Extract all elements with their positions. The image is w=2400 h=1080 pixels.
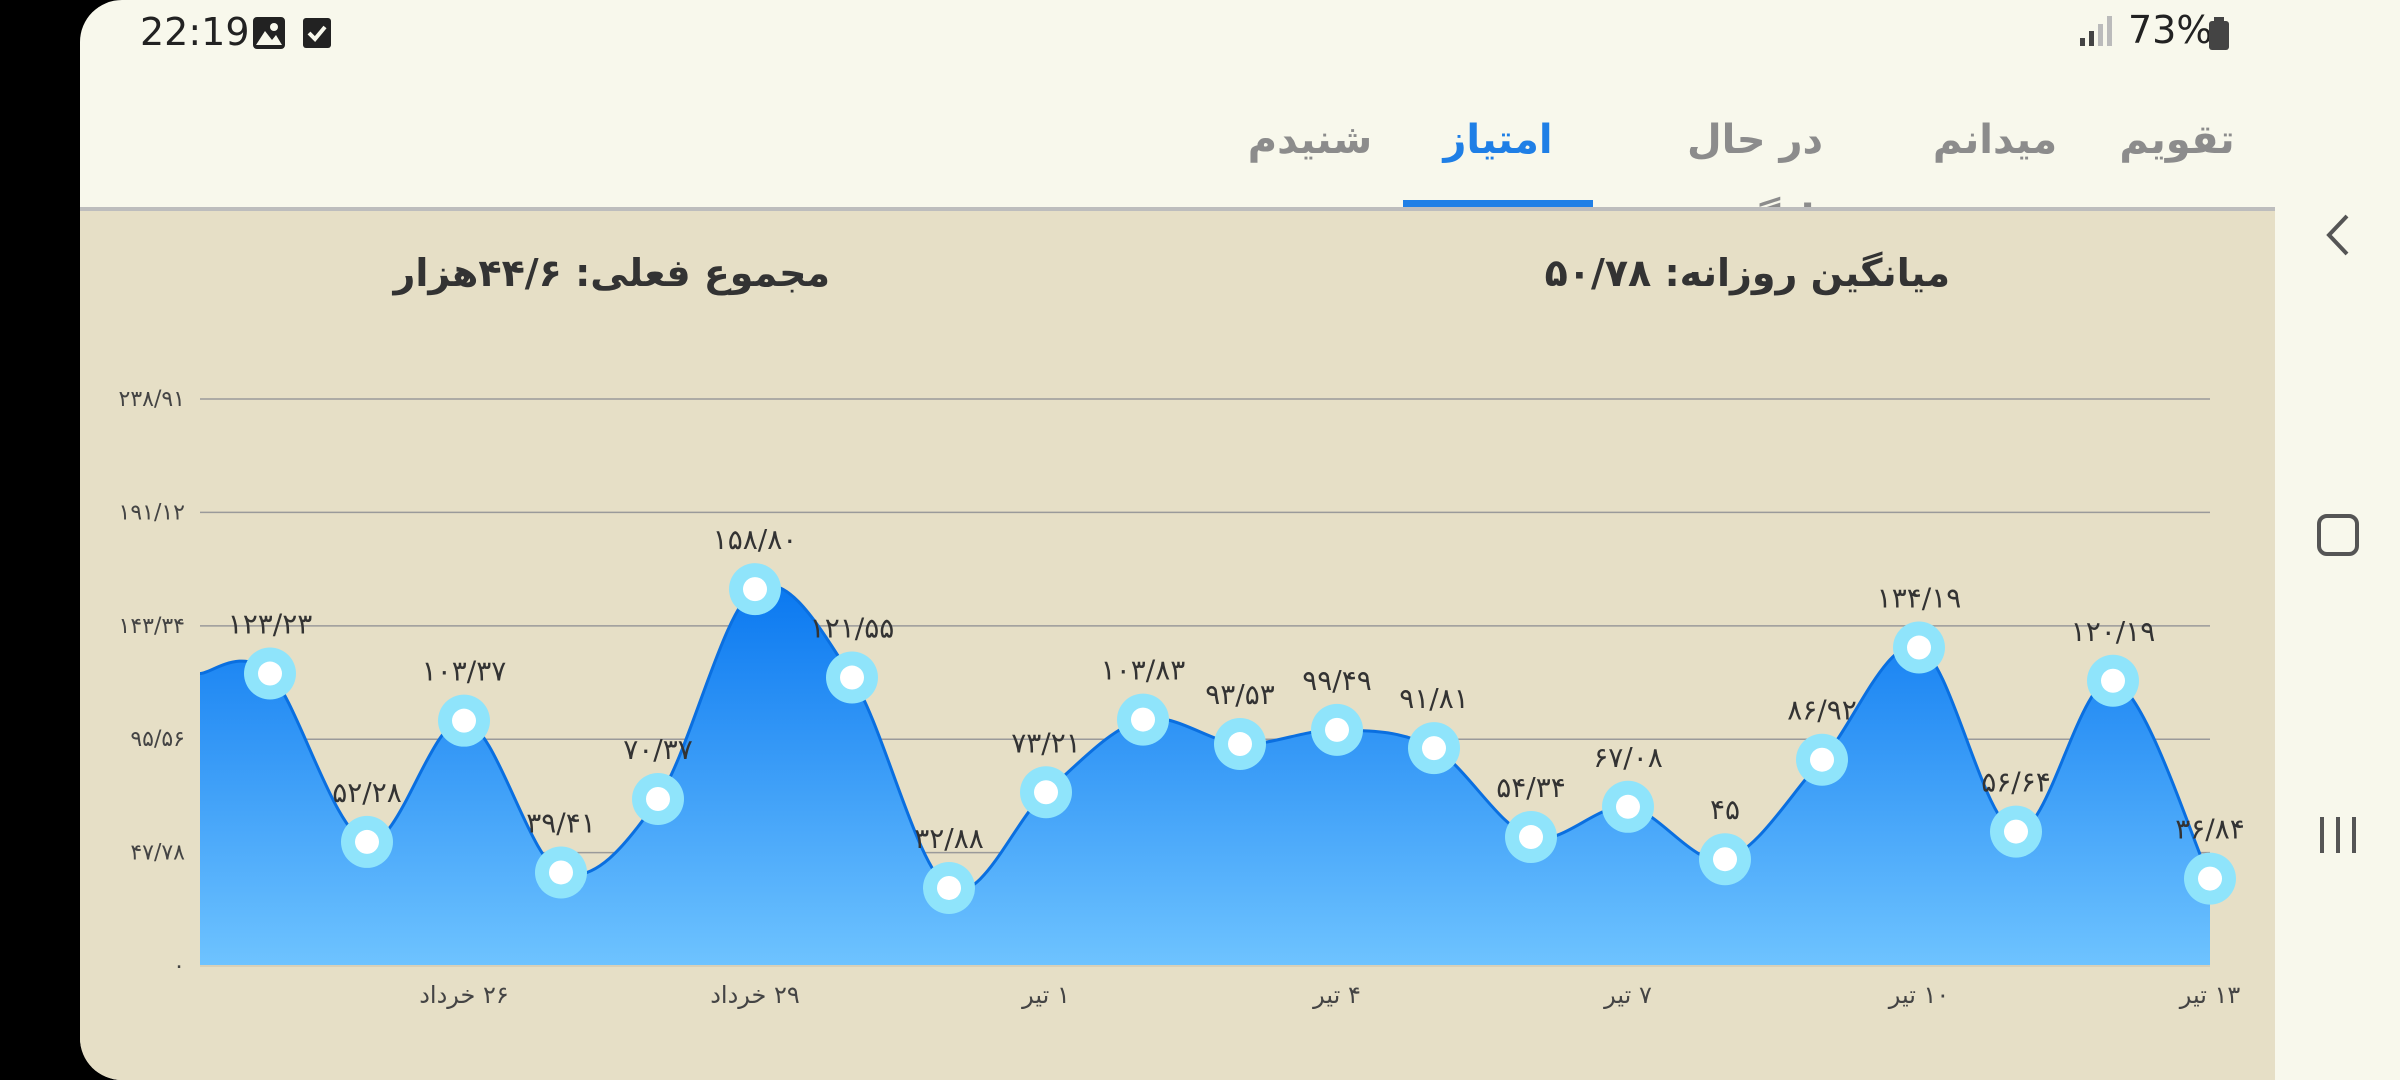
data-point-center [1422,736,1446,761]
y-tick-label: ۱۹۱/۱۲ [119,500,186,525]
data-point-center [1519,825,1543,850]
y-tick-label: ۲۳۸/۹۱ [119,387,186,412]
data-point-center [2004,819,2028,844]
data-point-center [1228,732,1252,757]
data-label: ۷۰/۳۷ [623,733,693,766]
data-label: ۸۶/۹۲ [1787,694,1857,727]
recents-icon[interactable] [2305,802,2371,868]
y-tick-label: ۹۵/۵۶ [130,727,185,752]
data-label: ۱۳۴/۱۹ [1877,582,1962,615]
tab-calendar[interactable]: تقویم [2119,117,2235,163]
data-label: ۶۷/۰۸ [1593,741,1663,774]
active-tab-indicator [1403,200,1593,208]
data-label: ۱۰۳/۸۳ [1101,654,1186,687]
tab-bar: تقویم میدانم در حال یادگیری امتیاز شنیدم [80,100,2275,243]
data-point-center [1907,635,1931,660]
data-point-center [2101,668,2125,693]
tab-known[interactable]: میدانم [1932,117,2058,163]
data-point-center [452,708,476,733]
data-point-center [2198,866,2222,891]
data-point-center [258,661,282,686]
x-tick-label: ۱ تیر [1021,981,1070,1009]
tab-divider [80,207,2275,211]
x-tick-label: ۱۰ تیر [1888,981,1950,1009]
battery-icon [2208,17,2230,55]
data-label: ۹۳/۵۳ [1205,678,1275,711]
x-tick-label: ۲۹ خرداد [710,981,800,1009]
data-label: ۳۲/۸۸ [914,822,984,855]
data-point-center [1810,747,1834,772]
back-chevron-icon[interactable] [2305,202,2371,268]
data-label: ۵۲/۲۸ [332,776,402,809]
data-label: ۵۴/۳۴ [1496,771,1566,804]
data-point-center [1325,717,1349,742]
data-label: ۵۶/۶۴ [1981,766,2051,799]
data-point-center [743,577,767,602]
data-point-center [646,786,670,811]
checkbox-icon [302,16,332,54]
data-label: ۷۳/۲۱ [1011,726,1081,759]
data-point-center [1713,847,1737,872]
data-label: ۹۹/۴۹ [1302,664,1372,697]
y-tick-label: ۰ [173,954,185,979]
x-tick-label: ۴ تیر [1312,981,1361,1009]
x-tick-label: ۲۶ خرداد [419,981,509,1009]
score-chart-panel: میانگین روزانه: ۵۰/۷۸ مجموع فعلی: ۴۴/۶هز… [80,211,2275,1080]
data-label: ۳۹/۴۱ [526,806,596,839]
data-point-center [1131,707,1155,732]
data-point-center [1616,794,1640,819]
data-label: ۱۲۰/۱۹ [2071,615,2156,648]
data-label: ۱۲۱/۵۵ [810,612,895,645]
x-tick-label: ۷ تیر [1603,981,1652,1009]
data-point-center [937,875,961,900]
data-label: ۱۵۸/۸۰ [713,523,798,556]
data-label: ۹۱/۸۱ [1399,682,1469,715]
data-label: ۴۵ [1710,793,1740,826]
data-point-center [355,829,379,854]
tab-learning[interactable]: در حال یادگیری [1679,117,1831,243]
data-label: ۳۶/۸۴ [2175,813,2245,846]
data-point-center [549,860,573,885]
daily-average-label: میانگین روزانه: ۵۰/۷۸ [1544,251,1950,295]
data-point-center [840,665,864,690]
home-square-icon[interactable] [2305,502,2371,568]
gallery-icon [252,16,286,54]
data-point-center [1034,780,1058,805]
signal-icon [2078,14,2118,52]
status-time: 22:19 [140,10,250,54]
system-navigation-bar [2275,66,2400,1080]
tab-score[interactable]: امتیاز [1443,117,1553,163]
battery-percent: 73% [2128,8,2213,52]
app-screen: 22:19 73% تقویم میدانم در حال یادگیری ام… [80,0,2400,1080]
x-tick-label: ۱۳ تیر [2179,981,2241,1009]
tab-heard[interactable]: شنیدم [1247,117,1373,163]
total-score-label: مجموع فعلی: ۴۴/۶هزار [393,251,830,295]
score-area-chart: ۰ ۴۷/۷۸ ۹۵/۵۶ ۱۴۳/۳۴ ۱۹۱/۱۲ ۲۳۸/۹۱ ۱۲۳/۲۳ ۵۲/۲… [119,387,2245,1009]
y-tick-label: ۱۴۳/۳۴ [119,614,186,639]
y-tick-label: ۴۷/۷۸ [130,841,185,866]
data-label: ۱۰۳/۳۷ [422,655,507,688]
status-bar: 22:19 73% [80,0,2400,66]
data-label: ۱۲۳/۲۳ [228,608,313,641]
